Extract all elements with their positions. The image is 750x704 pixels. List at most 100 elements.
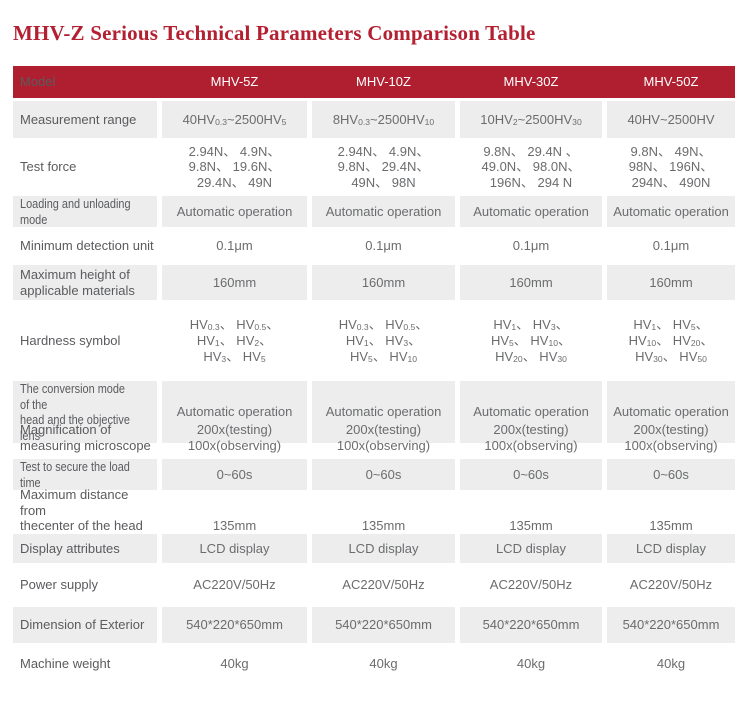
- cell-value: 0~60s: [312, 459, 455, 490]
- cell-value: Automatic operation: [460, 196, 602, 227]
- row-label: Measurement range: [13, 101, 157, 138]
- cell-value: 160mm: [460, 265, 602, 300]
- cell-value: 0.1μm: [312, 229, 455, 262]
- cell-value: 9.8N、 49N、 98N、 196N、 294N、 490N: [607, 141, 735, 193]
- cell-value: 160mm: [312, 265, 455, 300]
- cell-value: LCD display: [607, 534, 735, 563]
- header-col-mhv-30z: MHV-30Z: [503, 74, 559, 90]
- cell-value-text: 540*220*650mm: [186, 617, 283, 633]
- cell-value-text: 0~60s: [513, 466, 549, 482]
- cell-value-text: 10HV2~2500HV30: [480, 111, 582, 127]
- cell-value-text: HV1、 HV5、 HV10、 HV20、 HV30、 HV50: [628, 316, 714, 364]
- cell-value: Automatic operation: [607, 381, 735, 443]
- cell-value-text: 0~60s: [653, 466, 689, 482]
- header-col-mhv-50z: MHV-50Z: [643, 74, 699, 90]
- cell-value: 40kg: [312, 646, 455, 681]
- cell-value-text: 135mm: [361, 518, 406, 533]
- cell-value-text: LCD display: [199, 540, 270, 556]
- cell-value: Automatic operation: [312, 196, 455, 227]
- row-label-text: Hardness symbol: [20, 332, 121, 348]
- cell-value-text: 540*220*650mm: [622, 617, 720, 633]
- cell-value: AC220V/50Hz: [460, 566, 602, 604]
- row-label-text: Measurement range: [20, 111, 137, 127]
- cell-value-text: 160mm: [212, 274, 257, 290]
- cell-value-text: Automatic operation: [613, 404, 729, 420]
- cell-value: 200x(testing) 100x(observing): [312, 419, 455, 456]
- cell-value: 0~60s: [162, 459, 307, 490]
- cell-value: AC220V/50Hz: [162, 566, 307, 604]
- cell-value-text: 200x(testing) 100x(observing): [484, 422, 578, 453]
- table-row-display-attributes: Display attributes LCD display LCD displ…: [13, 534, 735, 563]
- cell-value-text: AC220V/50Hz: [193, 577, 276, 593]
- cell-value-text: Automatic operation: [473, 203, 589, 219]
- row-label: Test force: [13, 141, 157, 193]
- row-label: Test to secure the load time: [13, 459, 157, 490]
- row-label-text: Loading and unloading mode: [20, 196, 131, 227]
- table-row-power-supply: Power supply AC220V/50Hz AC220V/50Hz AC2…: [13, 566, 735, 604]
- cell-value: LCD display: [162, 534, 307, 563]
- row-label-text: The conversion mode of the head and the o…: [20, 381, 130, 443]
- cell-value: HV0.3、 HV0.5、 HV1、 HV2、 HV3、 HV5: [162, 303, 307, 378]
- table-header-row: Model MHV-5Z MHV-10Z MHV-30Z MHV-50Z: [13, 66, 735, 98]
- table-row-test-force: Test force 2.94N、 4.9N、 9.8N、 19.6N、 29.4N…: [13, 141, 735, 193]
- cell-value: 40kg: [460, 646, 602, 681]
- cell-value: 40HV0.3~2500HV5: [162, 101, 307, 138]
- cell-value-text: Automatic operation: [325, 203, 442, 219]
- cell-value-text: 0.1μm: [216, 237, 253, 253]
- cell-value-text: 40HV~2500HV: [627, 111, 715, 127]
- cell-value-text: HV1、 HV3、 HV5、 HV10、 HV20、 HV30: [490, 316, 572, 364]
- row-label-text: Magnification of measuring microscope: [20, 422, 151, 453]
- row-label-text: Power supply: [20, 577, 99, 593]
- cell-value-text: 160mm: [361, 274, 406, 290]
- cell-value-text: 540*220*650mm: [335, 617, 432, 633]
- header-col-mhv-5z: MHV-5Z: [210, 74, 259, 90]
- cell-value: Automatic operation: [162, 381, 307, 443]
- row-label: Display attributes: [13, 534, 157, 563]
- cell-value-text: 2.94N、 4.9N、 9.8N、 19.6N、 29.4N、 49N: [188, 143, 281, 190]
- cell-value-text: AC220V/50Hz: [342, 577, 425, 593]
- comparison-table: Model MHV-5Z MHV-10Z MHV-30Z MHV-50Z Mea…: [13, 66, 735, 681]
- row-label-text: Minimum detection unit: [20, 237, 154, 253]
- cell-value: 540*220*650mm: [162, 607, 307, 643]
- cell-value-text: 160mm: [509, 274, 553, 290]
- cell-value-text: 40HV0.3~2500HV5: [182, 111, 287, 127]
- cell-value: 200x(testing) 100x(observing): [460, 419, 602, 456]
- cell-value: 135mm: [460, 487, 602, 565]
- cell-value: 200x(testing) 100x(observing): [607, 419, 735, 456]
- cell-value-text: LCD display: [495, 540, 567, 556]
- cell-value: 0~60s: [607, 459, 735, 490]
- cell-value: 135mm: [162, 487, 307, 565]
- cell-value-text: 0.1μm: [652, 237, 690, 253]
- cell-value-text: 8HV0.3~2500HV10: [332, 111, 435, 127]
- table-row-maximum-distance: Maximum distance from thecenter of the he…: [13, 487, 735, 564]
- page-title: MHV-Z Serious Technical Parameters Compa…: [13, 21, 536, 45]
- cell-value: 40kg: [162, 646, 307, 681]
- cell-value-text: HV0.3、 HV0.5、 HV1、 HV2、 HV3、 HV5: [189, 316, 280, 364]
- cell-value-text: 40kg: [369, 655, 398, 671]
- cell-value: AC220V/50Hz: [607, 566, 735, 604]
- row-label: Loading and unloading mode: [13, 196, 157, 227]
- cell-value: 2.94N、 4.9N、 9.8N、 29.4N、 49N、 98N: [312, 141, 455, 193]
- table-row-loading-mode: Loading and unloading mode Automatic ope…: [13, 196, 735, 227]
- cell-value-text: 40kg: [516, 655, 546, 671]
- cell-value: 2.94N、 4.9N、 9.8N、 19.6N、 29.4N、 49N: [162, 141, 307, 193]
- row-label: Maximum height of applicable materials: [13, 265, 157, 300]
- cell-value-text: Automatic operation: [613, 203, 729, 219]
- cell-value-text: 0~60s: [365, 466, 402, 482]
- cell-value: 0.1μm: [162, 229, 307, 262]
- row-label-text: Display attributes: [20, 540, 120, 556]
- row-label: Dimension of Exterior: [13, 607, 157, 643]
- cell-value-text: 0.1μm: [365, 237, 402, 253]
- cell-value: 9.8N、 29.4N 、 49.0N、 98.0N、 196N、 294 N: [460, 141, 602, 193]
- cell-value-text: 160mm: [649, 274, 693, 290]
- cell-value: LCD display: [460, 534, 602, 563]
- table-row-measurement-range: Measurement range 40HV0.3~2500HV5 8HV0.3…: [13, 101, 735, 138]
- row-label-text: Machine weight: [20, 655, 111, 671]
- row-label: Hardness symbol: [13, 303, 157, 378]
- cell-value-text: 540*220*650mm: [482, 617, 580, 633]
- cell-value: Automatic operation: [162, 196, 307, 227]
- header-model-label: Model: [20, 74, 56, 90]
- cell-value: 200x(testing) 100x(observing): [162, 419, 307, 456]
- cell-value: 0.1μm: [460, 229, 602, 262]
- cell-value-text: 135mm: [649, 518, 693, 533]
